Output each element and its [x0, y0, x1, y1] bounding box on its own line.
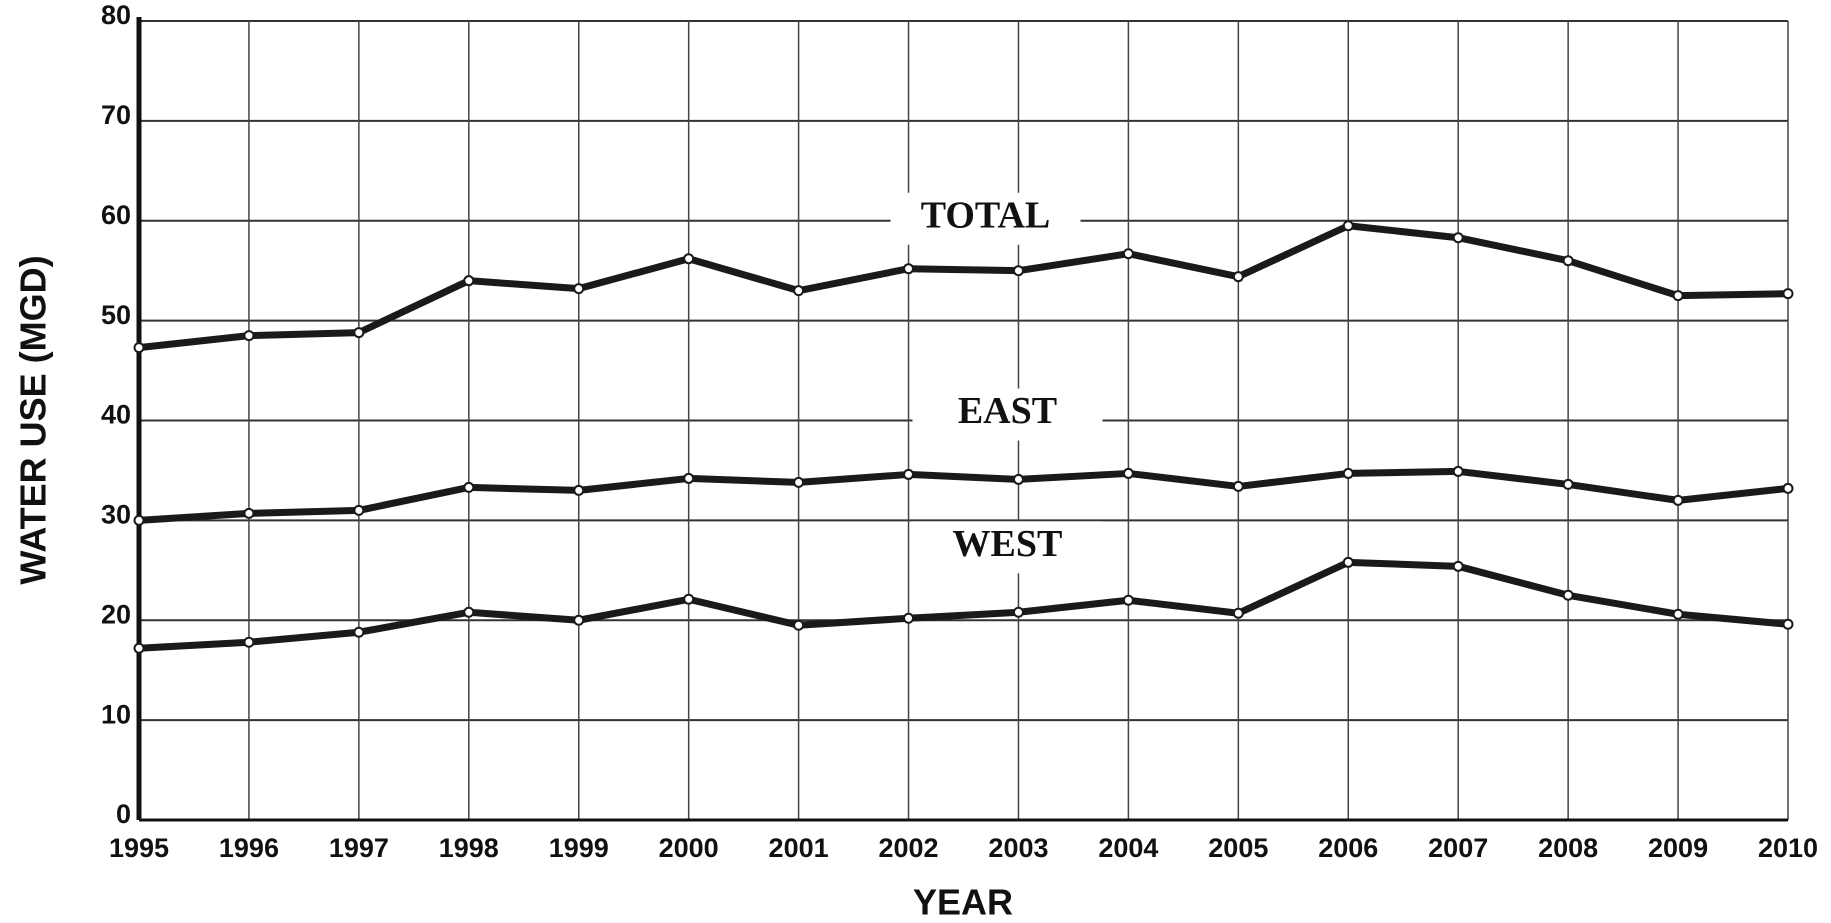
y-tick-label: 10 — [101, 699, 131, 729]
data-point — [243, 330, 255, 342]
y-tick-label: 80 — [101, 0, 131, 30]
data-point — [1782, 482, 1794, 494]
data-point — [1012, 606, 1024, 618]
y-tick-label: 50 — [101, 300, 131, 330]
series-line — [138, 558, 1789, 652]
series-label: WEST — [953, 523, 1063, 565]
data-point — [1452, 465, 1464, 477]
series-label-bg — [890, 192, 1081, 245]
data-point — [1782, 288, 1794, 300]
data-point — [1012, 265, 1024, 277]
data-point — [133, 342, 145, 354]
x-tick-label: 1997 — [329, 833, 389, 863]
data-point — [793, 476, 805, 488]
data-point — [573, 484, 585, 496]
x-tick-label: 2001 — [769, 833, 829, 863]
data-point — [573, 283, 585, 295]
data-point — [1672, 608, 1684, 620]
y-tick-label: 30 — [101, 500, 131, 530]
x-tick-label: 1998 — [439, 833, 499, 863]
y-tick-label: 0 — [116, 799, 131, 829]
x-tick-label: 2000 — [659, 833, 719, 863]
data-point — [133, 514, 145, 526]
x-tick-label: 2003 — [988, 833, 1048, 863]
x-tick-label: 2002 — [878, 833, 938, 863]
data-point — [1012, 473, 1024, 485]
data-point — [1232, 480, 1244, 492]
data-point — [573, 614, 585, 626]
x-tick-label: 2008 — [1538, 833, 1598, 863]
data-point — [463, 481, 475, 493]
y-tick-label: 20 — [101, 599, 131, 629]
data-point — [1122, 594, 1134, 606]
series-label-bg — [912, 388, 1103, 441]
data-point — [243, 507, 255, 519]
x-tick-label: 1999 — [549, 833, 609, 863]
data-point — [1232, 271, 1244, 283]
data-point — [1672, 290, 1684, 302]
x-axis-title: YEAR — [913, 882, 1013, 923]
data-point — [1562, 478, 1574, 490]
data-point — [793, 285, 805, 297]
data-point — [1342, 556, 1354, 568]
series-line — [138, 222, 1789, 352]
data-point — [1342, 220, 1354, 232]
x-tick-label: 1996 — [219, 833, 279, 863]
data-point — [463, 606, 475, 618]
data-point — [683, 253, 695, 265]
data-point — [683, 472, 695, 484]
y-tick-label: 40 — [101, 400, 131, 430]
data-point — [243, 636, 255, 648]
x-tick-label: 2006 — [1318, 833, 1378, 863]
x-tick-label: 2007 — [1428, 833, 1488, 863]
data-point — [463, 275, 475, 287]
data-point — [1232, 607, 1244, 619]
data-point — [353, 327, 365, 339]
y-tick-label: 70 — [101, 100, 131, 130]
data-point — [1122, 467, 1134, 479]
data-point — [1122, 248, 1134, 260]
data-point — [1452, 560, 1464, 572]
x-tick-label: 2010 — [1758, 833, 1818, 863]
series-label: TOTAL — [921, 194, 1051, 236]
x-tick-label: 2005 — [1208, 833, 1268, 863]
data-point — [683, 593, 695, 605]
data-point — [1672, 494, 1684, 506]
data-point — [1342, 467, 1354, 479]
data-point — [133, 642, 145, 654]
x-tick-label: 2004 — [1098, 833, 1158, 863]
data-point — [353, 626, 365, 638]
series-label-bg — [912, 521, 1103, 574]
data-point — [903, 468, 915, 480]
data-point — [903, 263, 915, 275]
data-point — [353, 504, 365, 516]
data-point — [1562, 589, 1574, 601]
data-point — [1562, 255, 1574, 267]
x-tick-label: 1995 — [109, 833, 169, 863]
y-tick-label: 60 — [101, 200, 131, 230]
series-label: EAST — [958, 390, 1057, 432]
data-point — [793, 619, 805, 631]
data-point — [903, 612, 915, 624]
y-axis-title: WATER USE (MGD) — [13, 255, 54, 584]
data-point — [1452, 232, 1464, 244]
data-point — [1782, 618, 1794, 630]
series-line — [138, 467, 1789, 524]
x-tick-label: 2009 — [1648, 833, 1708, 863]
